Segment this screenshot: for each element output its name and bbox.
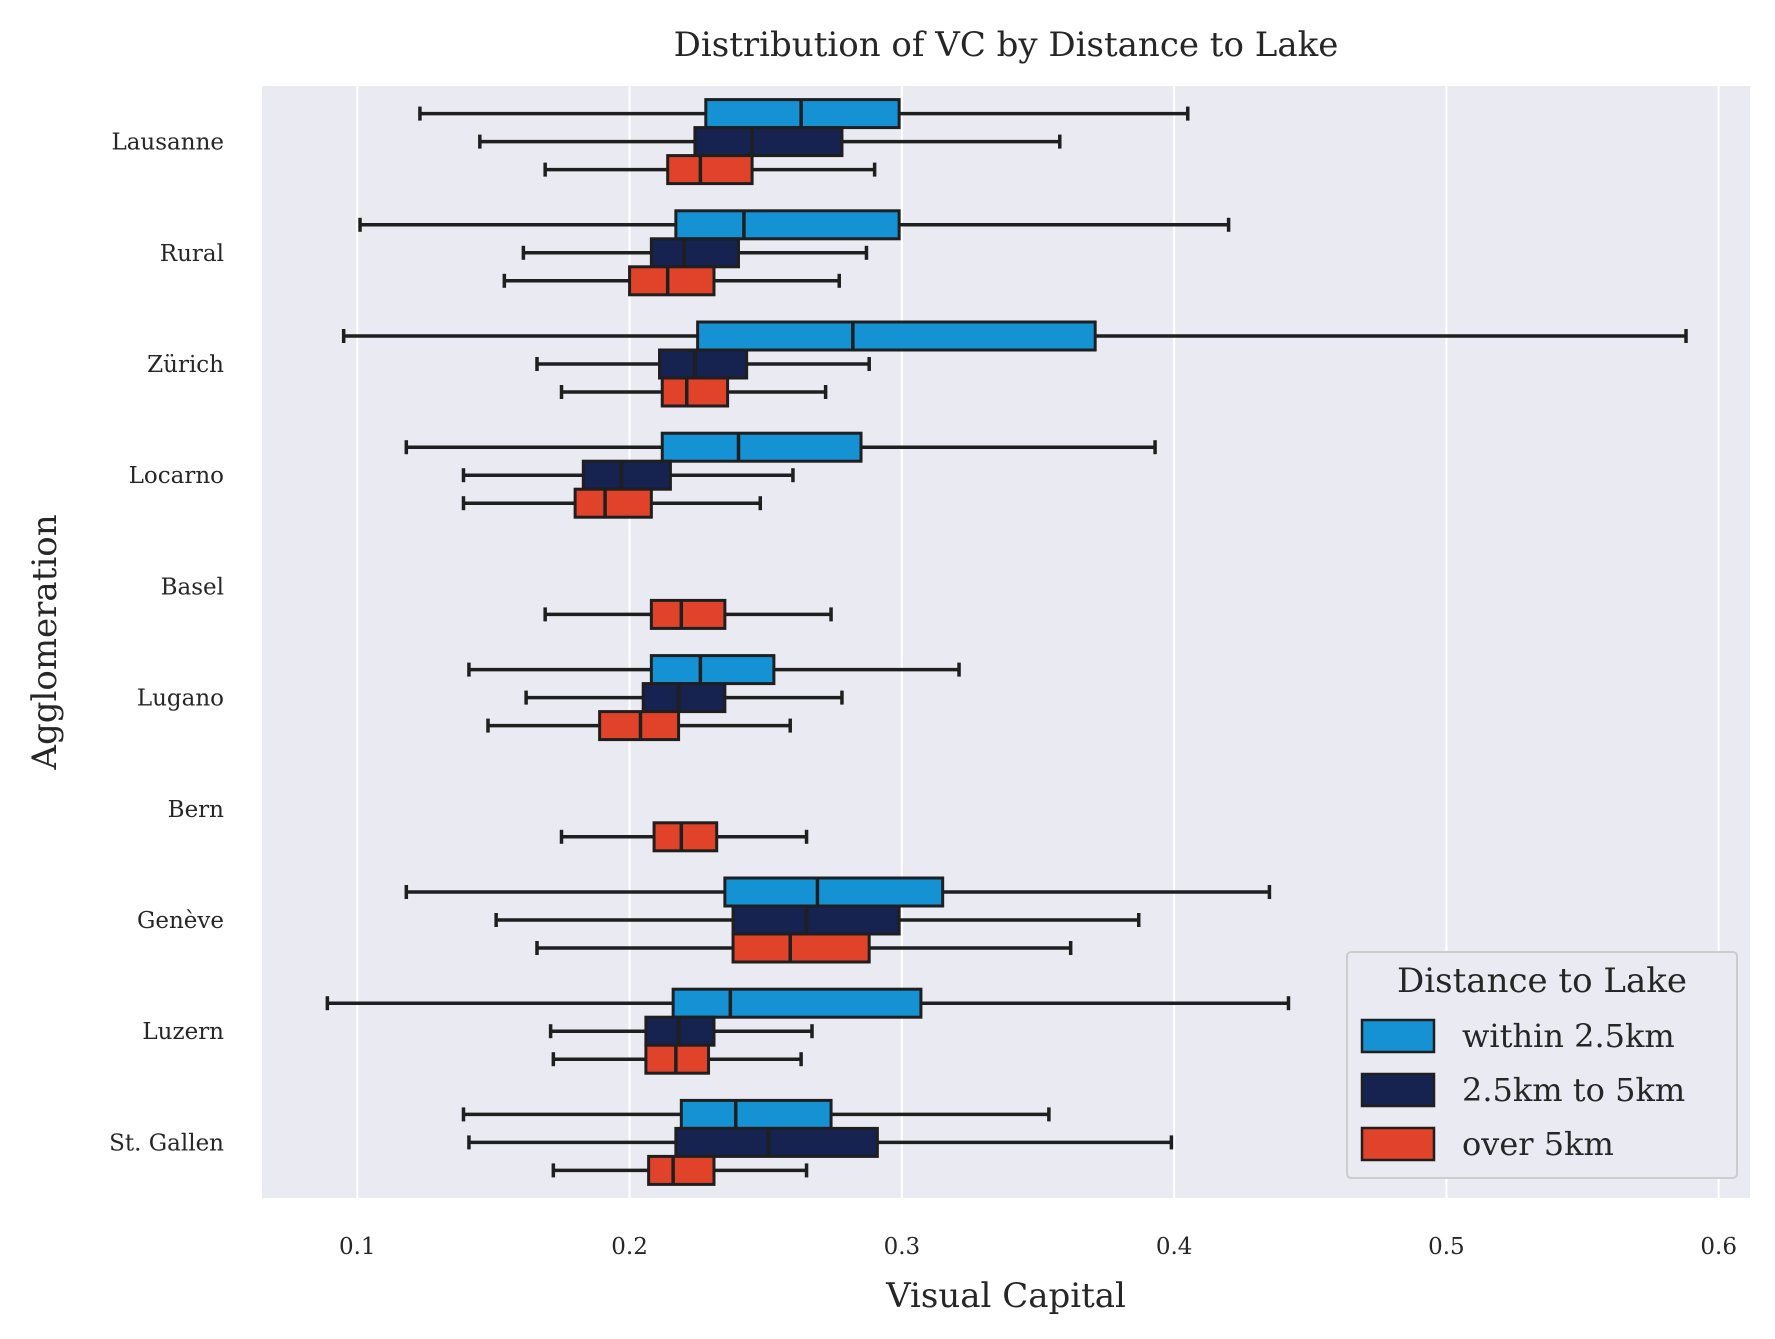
- box-group[interactable]: [486, 710, 792, 742]
- iqr-box: [660, 431, 863, 463]
- x-tick-labels: 0.1 0.2 0.3 0.4 0.5 0.6: [339, 1234, 1737, 1260]
- iqr-box: [647, 1154, 716, 1186]
- y-axis-label: Agglomeration: [25, 514, 65, 770]
- box-group[interactable]: [467, 654, 961, 686]
- iqr-box: [658, 348, 749, 380]
- iqr-box: [641, 682, 727, 714]
- x-tick-label: 0.5: [1428, 1234, 1465, 1260]
- box-group[interactable]: [404, 431, 1157, 463]
- iqr-box: [666, 154, 754, 186]
- chart-title: Distribution of VC by Distance to Lake: [674, 25, 1339, 65]
- legend-label: within 2.5km: [1462, 1017, 1675, 1055]
- box-group[interactable]: [461, 1098, 1051, 1130]
- legend[interactable]: Distance to Lake within 2.5km 2.5km to 5k…: [1346, 951, 1738, 1179]
- category-label: Basel: [161, 574, 224, 600]
- iqr-box: [628, 265, 716, 297]
- box-group[interactable]: [559, 376, 828, 408]
- x-tick-label: 0.2: [611, 1234, 648, 1260]
- x-tick-label: 0.6: [1700, 1234, 1737, 1260]
- series-group: [325, 98, 1688, 1130]
- iqr-box: [696, 320, 1097, 352]
- box-group[interactable]: [325, 987, 1291, 1019]
- legend-title: Distance to Lake: [1397, 961, 1687, 1001]
- x-tick-label: 0.3: [884, 1234, 921, 1260]
- legend-swatch: [1360, 1018, 1436, 1054]
- iqr-box: [731, 932, 871, 964]
- category-labels: Lausanne Rural Zürich Locarno Basel Lugano Ber…: [109, 130, 224, 1157]
- legend-frame: [1346, 951, 1738, 1179]
- box-group[interactable]: [535, 348, 871, 380]
- box-group[interactable]: [461, 487, 763, 519]
- box-series: [325, 98, 1688, 1186]
- box-group[interactable]: [467, 1126, 1174, 1158]
- box-group[interactable]: [358, 209, 1231, 241]
- x-tick-label: 0.4: [1156, 1234, 1193, 1260]
- category-label: Zürich: [147, 352, 224, 378]
- category-label: Locarno: [129, 463, 224, 489]
- box-group[interactable]: [559, 821, 809, 853]
- category-label: Lausanne: [111, 130, 224, 156]
- box-group[interactable]: [543, 598, 833, 630]
- category-label: Luzern: [142, 1019, 224, 1045]
- iqr-box: [652, 821, 719, 853]
- iqr-box: [573, 487, 653, 519]
- box-group[interactable]: [502, 265, 841, 297]
- series-group: [461, 154, 1073, 1186]
- iqr-box: [693, 126, 844, 158]
- box-group[interactable]: [524, 682, 844, 714]
- legend-label: 2.5km to 5km: [1462, 1071, 1685, 1109]
- iqr-box: [674, 1126, 879, 1158]
- iqr-box: [660, 376, 730, 408]
- iqr-box: [679, 1098, 833, 1130]
- x-axis-label: Visual Capital: [885, 1276, 1126, 1316]
- iqr-box: [723, 876, 945, 908]
- box-group[interactable]: [478, 126, 1062, 158]
- box-group[interactable]: [461, 459, 795, 491]
- iqr-box: [731, 904, 901, 936]
- box-group[interactable]: [404, 876, 1272, 908]
- legend-swatch: [1360, 1072, 1436, 1108]
- category-label: Bern: [168, 797, 225, 823]
- category-label: Rural: [160, 241, 224, 267]
- box-group[interactable]: [543, 154, 877, 186]
- iqr-box: [649, 598, 727, 630]
- box-group[interactable]: [418, 98, 1190, 130]
- category-label: St. Gallen: [109, 1130, 224, 1156]
- iqr-box: [649, 237, 740, 269]
- legend-label: over 5km: [1462, 1125, 1614, 1163]
- box-group[interactable]: [521, 237, 869, 269]
- legend-items: within 2.5km 2.5km to 5km over 5km: [1360, 1017, 1685, 1163]
- iqr-box: [649, 654, 776, 686]
- category-label: Genève: [137, 908, 224, 934]
- iqr-box: [671, 987, 923, 1019]
- iqr-box: [581, 459, 672, 491]
- box-group[interactable]: [535, 932, 1073, 964]
- box-group[interactable]: [341, 320, 1688, 352]
- iqr-box: [674, 209, 901, 241]
- category-label: Lugano: [137, 686, 224, 712]
- legend-swatch: [1360, 1126, 1436, 1162]
- box-group[interactable]: [551, 1154, 809, 1186]
- box-group[interactable]: [551, 1043, 803, 1075]
- x-tick-label: 0.1: [339, 1234, 376, 1260]
